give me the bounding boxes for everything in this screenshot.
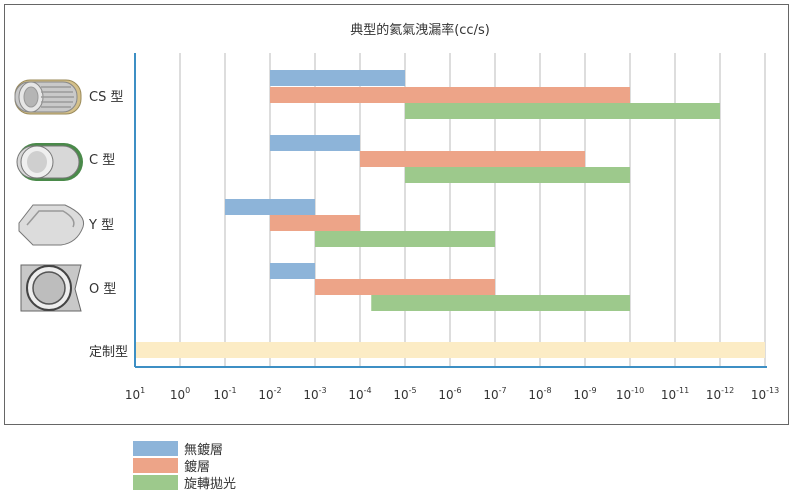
x-tick-exponent: -10 (631, 386, 644, 395)
x-tick-exponent: -12 (721, 386, 734, 395)
legend-item: 鍍層 (133, 457, 236, 475)
x-tick-label: 10-6 (438, 386, 461, 402)
legend-item: 無鍍層 (133, 440, 236, 458)
legend-label: 鍍層 (184, 459, 211, 475)
x-tick-exponent: -13 (766, 386, 779, 395)
x-tick-label: 10-5 (393, 386, 416, 402)
x-tick-label: 100 (170, 386, 190, 402)
x-tick-base: 10 (661, 388, 676, 402)
x-tick-exponent: -5 (409, 386, 417, 395)
category-label: C 型 (89, 153, 115, 168)
x-tick-label: 101 (125, 386, 145, 402)
x-tick-exponent: -3 (319, 386, 327, 395)
category-label: O 型 (89, 282, 116, 297)
x-tick-base: 10 (438, 388, 453, 402)
bar-3-1 (225, 199, 315, 215)
x-tick-exponent: 0 (185, 386, 190, 395)
x-tick-label: 10-3 (303, 386, 326, 402)
x-tick-base: 10 (303, 388, 318, 402)
chart-title: 典型的氦氣洩漏率(cc/s) (350, 22, 490, 38)
legend-label: 旋轉拋光 (184, 476, 237, 492)
chart-frame: 典型的氦氣洩漏率(cc/s) (4, 4, 789, 425)
x-tick-label: 10-11 (661, 386, 689, 402)
x-tick-exponent: -8 (544, 386, 552, 395)
bar-1-3 (405, 103, 720, 119)
x-axis-ticks: 101 100 10-1 10-2 10-3 10-4 10-5 10-6 10-7 10-8 10… (125, 386, 779, 402)
category-label: 定制型 (89, 345, 128, 360)
legend-item: 旋轉拋光 (133, 474, 237, 492)
bar-4-2 (315, 279, 495, 295)
x-tick-base: 10 (393, 388, 408, 402)
x-tick-base: 10 (213, 388, 228, 402)
x-tick-exponent: -2 (274, 386, 282, 395)
bar-2-1 (270, 135, 360, 151)
x-tick-exponent: -9 (589, 386, 597, 395)
o-seal-icon (20, 264, 82, 312)
y-seal-icon (18, 204, 85, 246)
x-tick-label: 10-4 (348, 386, 371, 402)
category-label: CS 型 (89, 90, 123, 105)
bars (135, 70, 765, 358)
x-tick-label: 10-1 (213, 386, 236, 402)
x-tick-label: 10-10 (616, 386, 644, 402)
x-tick-base: 10 (751, 388, 766, 402)
legend-label: 無鍍層 (184, 442, 224, 458)
bar-1-2 (270, 87, 630, 103)
x-tick-base: 10 (616, 388, 631, 402)
x-tick-base: 10 (348, 388, 363, 402)
c-seal-icon (16, 143, 83, 181)
x-tick-base: 10 (706, 388, 721, 402)
legend-swatch (133, 474, 178, 490)
x-tick-base: 10 (258, 388, 273, 402)
x-tick-label: 10-2 (258, 386, 281, 402)
bar-3-3 (315, 231, 495, 247)
x-tick-label: 10-7 (483, 386, 506, 402)
legend: 無鍍層 鍍層 旋轉拋光 (133, 440, 237, 492)
bar-3-2 (270, 215, 360, 231)
legend-swatch (133, 457, 178, 473)
bar-custom (135, 342, 765, 358)
chart-canvas: 典型的氦氣洩漏率(cc/s) (14, 22, 779, 402)
x-tick-base: 10 (528, 388, 543, 402)
x-tick-exponent: -11 (676, 386, 689, 395)
x-tick-label: 10-9 (573, 386, 596, 402)
bar-2-3 (405, 167, 630, 183)
x-tick-exponent: -1 (229, 386, 237, 395)
bar-4-3 (371, 295, 630, 311)
x-tick-exponent: -7 (499, 386, 507, 395)
x-tick-exponent: 1 (140, 386, 145, 395)
x-tick-exponent: -4 (364, 386, 372, 395)
x-tick-exponent: -6 (454, 386, 462, 395)
x-tick-label: 10-13 (751, 386, 779, 402)
category-label: Y 型 (88, 218, 114, 233)
x-tick-label: 10-12 (706, 386, 734, 402)
legend-swatch (133, 440, 178, 456)
x-tick-base: 10 (573, 388, 588, 402)
x-tick-base: 10 (170, 388, 185, 402)
x-tick-base: 10 (125, 388, 140, 402)
bar-4-1 (270, 263, 315, 279)
bar-1-1 (270, 70, 405, 86)
x-tick-base: 10 (483, 388, 498, 402)
cs-seal-icon (14, 79, 82, 115)
bar-2-2 (360, 151, 585, 167)
seal-icons (14, 79, 85, 312)
x-tick-label: 10-8 (528, 386, 551, 402)
